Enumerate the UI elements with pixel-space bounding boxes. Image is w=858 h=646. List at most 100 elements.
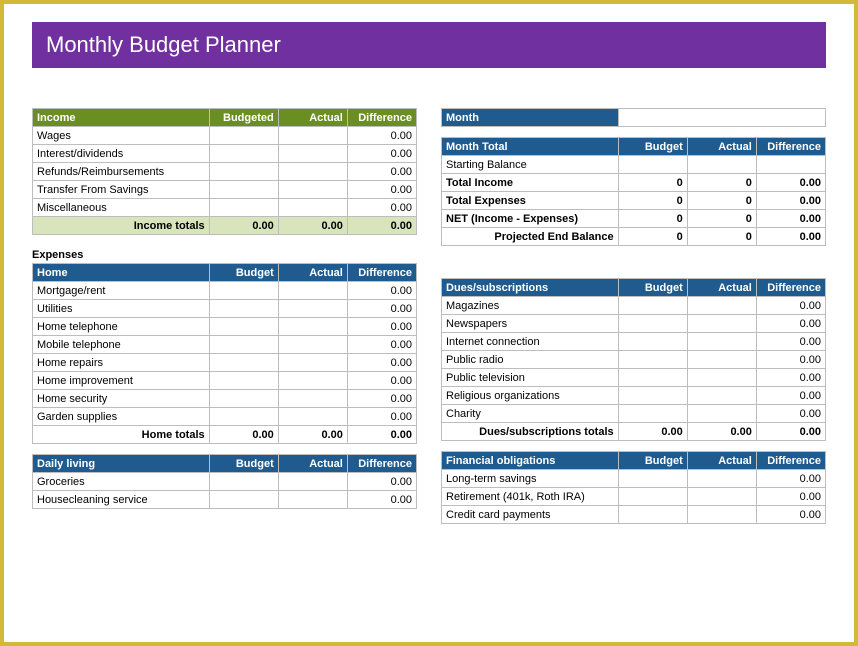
dues-actual[interactable] <box>687 297 756 315</box>
income-budget[interactable] <box>209 181 278 199</box>
home-budget[interactable] <box>209 354 278 372</box>
home-actual[interactable] <box>278 282 347 300</box>
home-budget[interactable] <box>209 336 278 354</box>
income-actual[interactable] <box>278 145 347 163</box>
income-actual[interactable] <box>278 163 347 181</box>
home-label[interactable]: Utilities <box>33 300 210 318</box>
month_total-actual[interactable] <box>687 156 756 174</box>
income-label[interactable]: Wages <box>33 127 210 145</box>
dues-budget[interactable] <box>618 405 687 423</box>
dues-actual[interactable] <box>687 351 756 369</box>
dues-label[interactable]: Religious organizations <box>442 387 619 405</box>
month_total-actual[interactable]: 0 <box>687 210 756 228</box>
financial-actual[interactable] <box>687 506 756 524</box>
dues-actual[interactable] <box>687 405 756 423</box>
month_total-actual[interactable]: 0 <box>687 192 756 210</box>
home-actual[interactable] <box>278 318 347 336</box>
financial-budget[interactable] <box>618 488 687 506</box>
right-column: Month Month Total Budget Actual Differen… <box>441 108 826 534</box>
home-budget[interactable] <box>209 282 278 300</box>
home-budget[interactable] <box>209 318 278 336</box>
dues-actual[interactable] <box>687 387 756 405</box>
daily-row: Groceries0.00 <box>33 473 417 491</box>
home-actual[interactable] <box>278 354 347 372</box>
income-label[interactable]: Miscellaneous <box>33 199 210 217</box>
income-budget[interactable] <box>209 199 278 217</box>
dues-row: Charity0.00 <box>442 405 826 423</box>
dues-budget[interactable] <box>618 315 687 333</box>
income-budget[interactable] <box>209 127 278 145</box>
financial-label[interactable]: Long-term savings <box>442 470 619 488</box>
dues-budget[interactable] <box>618 297 687 315</box>
income-label[interactable]: Refunds/Reimbursements <box>33 163 210 181</box>
home-label[interactable]: Home improvement <box>33 372 210 390</box>
dues-actual[interactable] <box>687 333 756 351</box>
income-diff: 0.00 <box>347 199 416 217</box>
month_total-budget[interactable] <box>618 156 687 174</box>
dues-actual[interactable] <box>687 315 756 333</box>
dues-budget[interactable] <box>618 333 687 351</box>
home-diff: 0.00 <box>347 300 416 318</box>
home-col-actual: Actual <box>278 264 347 282</box>
dues-actual[interactable] <box>687 369 756 387</box>
dues-label[interactable]: Charity <box>442 405 619 423</box>
home-label[interactable]: Home repairs <box>33 354 210 372</box>
financial-budget[interactable] <box>618 470 687 488</box>
home-budget[interactable] <box>209 372 278 390</box>
month_total-budget[interactable]: 0 <box>618 192 687 210</box>
financial-budget[interactable] <box>618 506 687 524</box>
daily-actual[interactable] <box>278 473 347 491</box>
month_total-label[interactable]: Total Expenses <box>442 192 619 210</box>
income-actual[interactable] <box>278 127 347 145</box>
home-budget[interactable] <box>209 300 278 318</box>
dues-totals-actual: 0.00 <box>687 423 756 441</box>
home-actual[interactable] <box>278 390 347 408</box>
daily-label[interactable]: Groceries <box>33 473 210 491</box>
income-label[interactable]: Transfer From Savings <box>33 181 210 199</box>
financial-actual[interactable] <box>687 488 756 506</box>
home-diff: 0.00 <box>347 282 416 300</box>
daily-actual[interactable] <box>278 491 347 509</box>
financial-label[interactable]: Credit card payments <box>442 506 619 524</box>
financial-actual[interactable] <box>687 470 756 488</box>
home-row: Mortgage/rent 0.00 <box>33 282 417 300</box>
income-actual[interactable] <box>278 181 347 199</box>
home-label[interactable]: Home telephone <box>33 318 210 336</box>
month_total-budget[interactable]: 0 <box>618 174 687 192</box>
home-actual[interactable] <box>278 408 347 426</box>
home-actual[interactable] <box>278 300 347 318</box>
income-diff: 0.00 <box>347 181 416 199</box>
month_total-label[interactable]: Starting Balance <box>442 156 619 174</box>
dues-budget[interactable] <box>618 351 687 369</box>
month-input-cell[interactable] <box>618 109 825 127</box>
dues-label[interactable]: Newspapers <box>442 315 619 333</box>
dues-label[interactable]: Magazines <box>442 297 619 315</box>
month_total-label[interactable]: Total Income <box>442 174 619 192</box>
income-budget[interactable] <box>209 163 278 181</box>
dues-label[interactable]: Public television <box>442 369 619 387</box>
income-budget[interactable] <box>209 145 278 163</box>
home-label[interactable]: Mortgage/rent <box>33 282 210 300</box>
month_total-row: NET (Income - Expenses)000.00 <box>442 210 826 228</box>
dues-budget[interactable] <box>618 387 687 405</box>
home-label[interactable]: Mobile telephone <box>33 336 210 354</box>
left-column: Income Budgeted Actual Difference Wages0… <box>32 108 417 534</box>
daily-budget[interactable] <box>209 491 278 509</box>
dues-label[interactable]: Internet connection <box>442 333 619 351</box>
income-actual[interactable] <box>278 199 347 217</box>
dues-budget[interactable] <box>618 369 687 387</box>
month_total-budget[interactable]: 0 <box>618 210 687 228</box>
home-actual[interactable] <box>278 336 347 354</box>
income-label[interactable]: Interest/dividends <box>33 145 210 163</box>
home-label[interactable]: Home security <box>33 390 210 408</box>
daily-label[interactable]: Housecleaning service <box>33 491 210 509</box>
financial-label[interactable]: Retirement (401k, Roth IRA) <box>442 488 619 506</box>
daily-budget[interactable] <box>209 473 278 491</box>
home-actual[interactable] <box>278 372 347 390</box>
month_total-label[interactable]: NET (Income - Expenses) <box>442 210 619 228</box>
dues-label[interactable]: Public radio <box>442 351 619 369</box>
home-label[interactable]: Garden supplies <box>33 408 210 426</box>
home-budget[interactable] <box>209 390 278 408</box>
home-budget[interactable] <box>209 408 278 426</box>
month_total-actual[interactable]: 0 <box>687 174 756 192</box>
